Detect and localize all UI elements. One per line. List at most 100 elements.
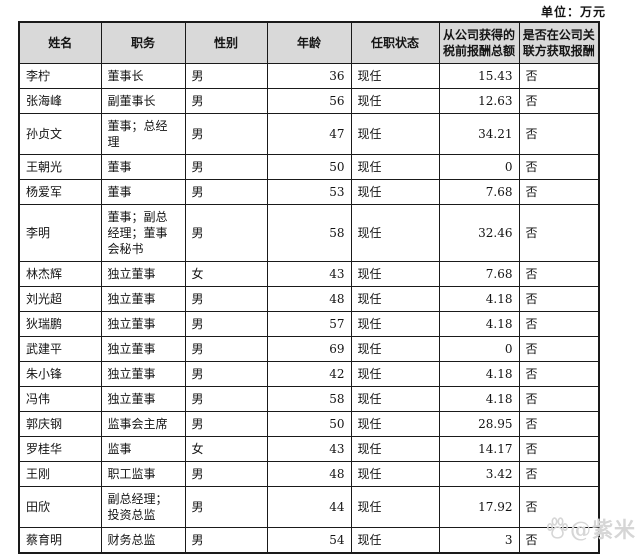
gender-cell: 男 [184, 311, 268, 337]
table-row: 林杰辉 独立董事女 43 现任 7.68 否 [18, 261, 600, 287]
table-row: 冯伟 独立董事男 58 现任 4.18 否 [18, 386, 600, 412]
column-header: 任职状态 [350, 21, 440, 64]
name-cell: 罗桂华 [18, 436, 102, 462]
position-cell: 独立董事 [100, 286, 186, 312]
status-cell: 现任 [350, 311, 440, 337]
column-header: 是否在公司关联方获取报酬 [518, 21, 600, 64]
age-cell: 56 [266, 88, 352, 114]
compensation-cell: 3 [438, 527, 520, 554]
name-cell: 狄瑞鹏 [18, 311, 102, 337]
gender-cell: 男 [184, 63, 268, 89]
gender-cell: 男 [184, 113, 268, 155]
related-cell: 否 [518, 436, 600, 462]
position-cell: 董事长 [100, 63, 186, 89]
name-cell: 朱小锋 [18, 361, 102, 387]
name-cell: 刘光超 [18, 286, 102, 312]
related-cell: 否 [518, 311, 600, 337]
related-cell: 否 [518, 486, 600, 528]
status-cell: 现任 [350, 386, 440, 412]
age-cell: 57 [266, 311, 352, 337]
status-cell: 现任 [350, 436, 440, 462]
age-cell: 42 [266, 361, 352, 387]
status-cell: 现任 [350, 461, 440, 487]
table-row: 张海峰 副董事长男 56 现任 12.63 否 [18, 88, 600, 114]
name-cell: 李柠 [18, 63, 102, 89]
compensation-cell: 0 [438, 336, 520, 362]
age-cell: 43 [266, 261, 352, 287]
gender-cell: 男 [184, 336, 268, 362]
related-cell: 否 [518, 88, 600, 114]
table-row: 蔡育明 财务总监男 54 现任 3 否 [18, 527, 600, 554]
table-row: 郭庆钢 监事会主席男 50 现任 28.95 否 [18, 411, 600, 437]
column-header: 年龄 [266, 21, 352, 64]
name-cell: 郭庆钢 [18, 411, 102, 437]
related-cell: 否 [518, 204, 600, 262]
position-cell: 独立董事 [100, 261, 186, 287]
position-cell: 财务总监 [100, 527, 186, 554]
status-cell: 现任 [350, 204, 440, 262]
name-cell: 杨爱军 [18, 179, 102, 205]
name-cell: 孙贞文 [18, 113, 102, 155]
position-cell: 副总经理；投资总监 [100, 486, 186, 528]
status-cell: 现任 [350, 286, 440, 312]
compensation-cell: 7.68 [438, 261, 520, 287]
gender-cell: 男 [184, 154, 268, 180]
position-cell: 副董事长 [100, 88, 186, 114]
name-cell: 王刚 [18, 461, 102, 487]
table-row: 罗桂华 监事女 43 现任 14.17 否 [18, 436, 600, 462]
compensation-cell: 4.18 [438, 386, 520, 412]
table-row: 王朝光 董事男 50 现任 0 否 [18, 154, 600, 180]
position-cell: 监事会主席 [100, 411, 186, 437]
name-cell: 王朝光 [18, 154, 102, 180]
age-cell: 69 [266, 336, 352, 362]
gender-cell: 男 [184, 411, 268, 437]
gender-cell: 男 [184, 361, 268, 387]
table-row: 孙贞文 董事；总经理男 47 现任 34.21 否 [18, 113, 600, 155]
gender-cell: 男 [184, 179, 268, 205]
compensation-cell: 0 [438, 154, 520, 180]
related-cell: 否 [518, 361, 600, 387]
compensation-cell: 12.63 [438, 88, 520, 114]
table-row: 狄瑞鹏 独立董事男 57 现任 4.18 否 [18, 311, 600, 337]
position-cell: 监事 [100, 436, 186, 462]
position-cell: 独立董事 [100, 336, 186, 362]
age-cell: 48 [266, 461, 352, 487]
compensation-cell: 7.68 [438, 179, 520, 205]
name-cell: 田欣 [18, 486, 102, 528]
age-cell: 50 [266, 411, 352, 437]
age-cell: 43 [266, 436, 352, 462]
table-row: 朱小锋 独立董事男 42 现任 4.18 否 [18, 361, 600, 387]
table-row: 李明 董事；副总经理；董事会秘书男 58 现任 32.46 否 [18, 204, 600, 262]
compensation-cell: 28.95 [438, 411, 520, 437]
gender-cell: 男 [184, 461, 268, 487]
related-cell: 否 [518, 411, 600, 437]
name-cell: 冯伟 [18, 386, 102, 412]
compensation-cell: 15.43 [438, 63, 520, 89]
compensation-cell: 4.18 [438, 286, 520, 312]
column-header: 职务 [100, 21, 186, 64]
position-cell: 董事 [100, 154, 186, 180]
name-cell: 林杰辉 [18, 261, 102, 287]
gender-cell: 男 [184, 527, 268, 554]
status-cell: 现任 [350, 527, 440, 554]
column-header: 从公司获得的税前报酬总额 [438, 21, 520, 64]
gender-cell: 男 [184, 286, 268, 312]
age-cell: 58 [266, 204, 352, 262]
name-cell: 蔡育明 [18, 527, 102, 554]
name-cell: 武建平 [18, 336, 102, 362]
status-cell: 现任 [350, 88, 440, 114]
status-cell: 现任 [350, 411, 440, 437]
table-row: 李柠 董事长男 36 现任 15.43 否 [18, 63, 600, 89]
unit-label: 单位：万元 [540, 5, 606, 19]
table-row: 武建平 独立董事男 69 现任 0 否 [18, 336, 600, 362]
status-cell: 现任 [350, 154, 440, 180]
age-cell: 53 [266, 179, 352, 205]
position-cell: 职工监事 [100, 461, 186, 487]
related-cell: 否 [518, 386, 600, 412]
table-row: 王刚 职工监事男 48 现任 3.42 否 [18, 461, 600, 487]
name-cell: 张海峰 [18, 88, 102, 114]
position-cell: 董事；总经理 [100, 113, 186, 155]
status-cell: 现任 [350, 336, 440, 362]
related-cell: 否 [518, 113, 600, 155]
position-cell: 董事；副总经理；董事会秘书 [100, 204, 186, 262]
